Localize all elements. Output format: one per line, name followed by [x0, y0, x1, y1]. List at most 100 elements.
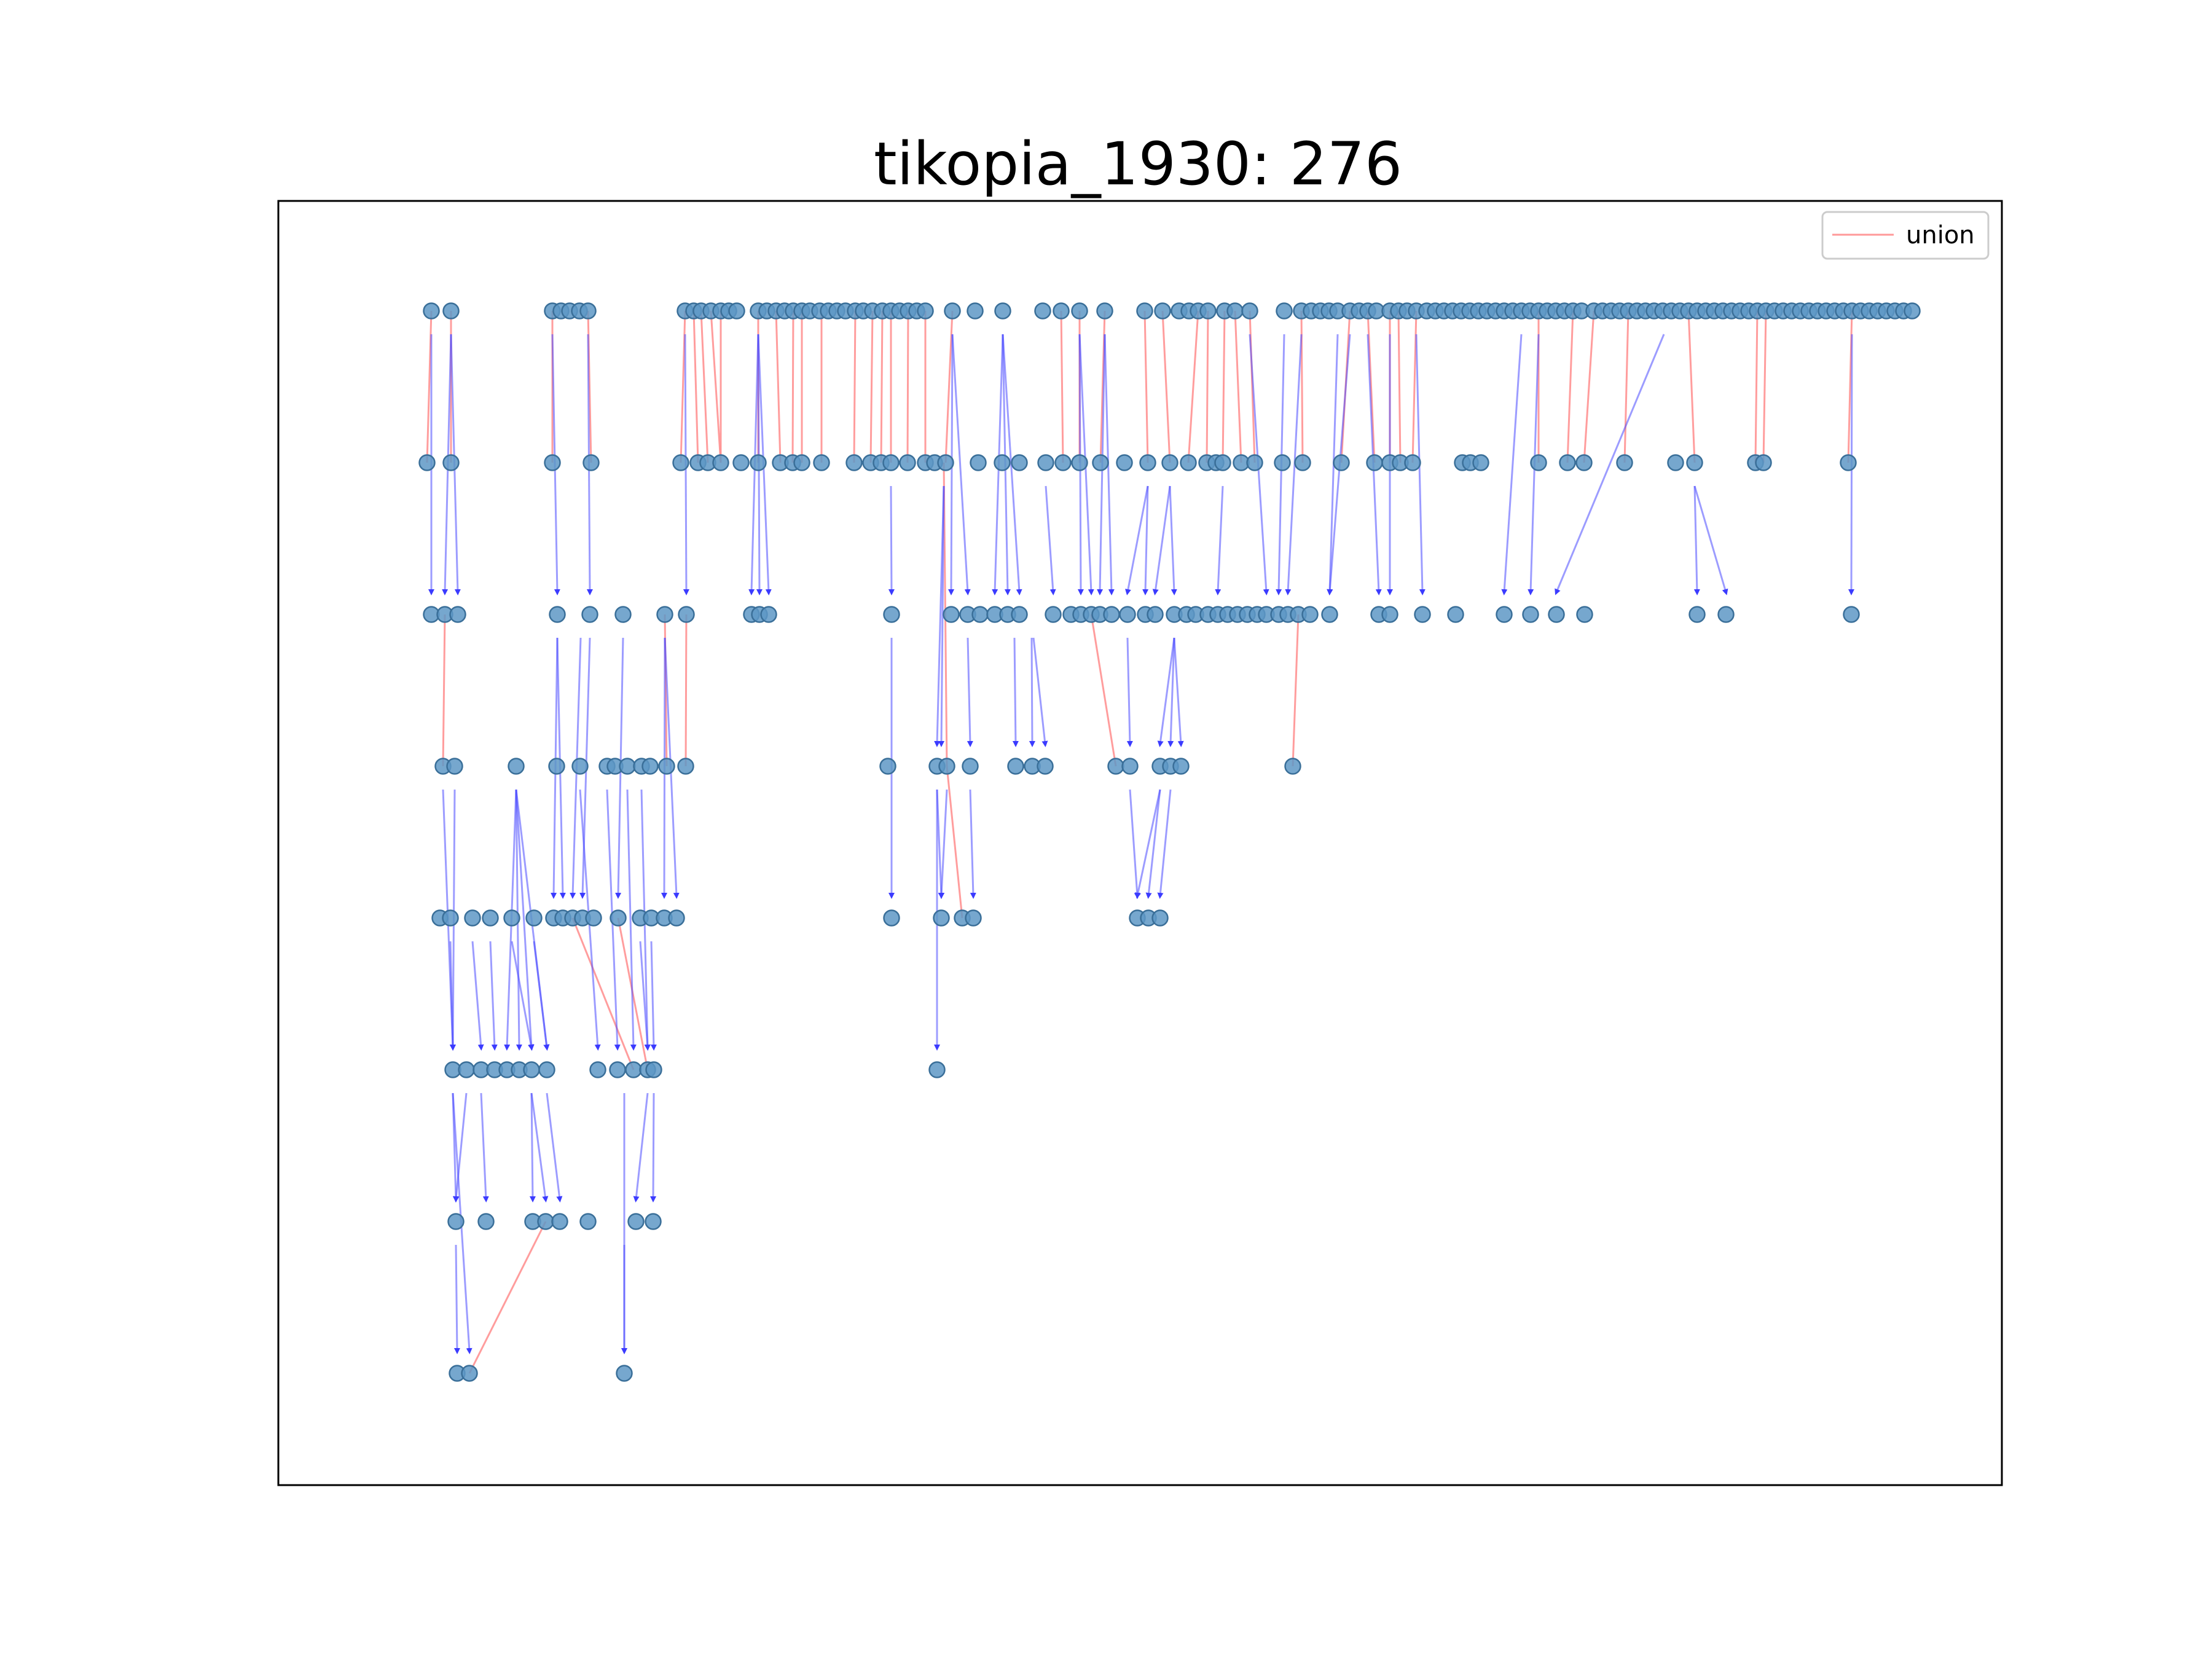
union-edge [1300, 310, 1304, 463]
union-edge [571, 917, 635, 1070]
parent-edge [489, 941, 498, 1051]
parent-edge [626, 789, 637, 1051]
person-node [548, 758, 565, 775]
parent-edge [1126, 637, 1133, 747]
person-node [879, 758, 896, 775]
person-node [882, 454, 900, 471]
parent-edge [453, 1244, 460, 1354]
person-node [1274, 454, 1291, 471]
person-node [1103, 606, 1120, 623]
person-node [672, 454, 689, 471]
person-node [1180, 454, 1197, 471]
legend-box [1821, 211, 1990, 260]
person-node [571, 758, 589, 775]
person-node [1301, 606, 1319, 623]
union-edge [710, 310, 722, 463]
person-node [1530, 454, 1547, 471]
person-node [712, 454, 729, 471]
person-node [619, 758, 636, 775]
person-node [1147, 606, 1164, 623]
person-node [1472, 454, 1489, 471]
person-node [677, 758, 694, 775]
parent-edge [1555, 334, 1665, 595]
chart-title: tikopia_1930: 276 [874, 130, 1402, 198]
parent-edge [1215, 485, 1224, 595]
person-node [1321, 606, 1338, 623]
person-node [579, 1213, 597, 1230]
parent-edge [511, 941, 535, 1051]
person-node [658, 758, 675, 775]
parent-edge [650, 1092, 657, 1202]
parent-edge [1012, 637, 1019, 747]
parent-edge [1501, 334, 1523, 595]
person-node [1034, 302, 1051, 320]
union-edge [692, 310, 699, 463]
person-node [616, 1365, 633, 1382]
person-node [967, 302, 984, 320]
person-node [1276, 302, 1293, 320]
person-node [446, 758, 463, 775]
person-node [1246, 454, 1263, 471]
person-node [442, 302, 460, 320]
person-node [1717, 606, 1735, 623]
person-node [1121, 758, 1139, 775]
person-node [585, 909, 602, 927]
person-node [1404, 454, 1421, 471]
person-node [1037, 758, 1054, 775]
person-node [883, 606, 900, 623]
person-node [614, 606, 632, 623]
parent-edge [1157, 637, 1175, 747]
person-node [1575, 454, 1593, 471]
person-node [793, 454, 810, 471]
plot-area [277, 200, 2003, 1486]
person-node [928, 1061, 946, 1078]
person-node [627, 1213, 645, 1230]
person-node [933, 909, 950, 927]
parent-edge [1693, 485, 1728, 595]
union-edge [1161, 310, 1171, 463]
person-node [1011, 454, 1028, 471]
person-node [813, 454, 830, 471]
parent-edge [530, 1092, 549, 1202]
union-edge [468, 1221, 547, 1374]
person-node [1366, 454, 1383, 471]
person-node [461, 1365, 478, 1382]
union-edge [1222, 310, 1226, 463]
union-edge [1090, 614, 1117, 767]
person-node [845, 454, 863, 471]
person-node [1161, 454, 1179, 471]
person-node [449, 606, 466, 623]
union-edge [1754, 310, 1759, 463]
person-node [750, 454, 767, 471]
person-node [1904, 302, 1921, 320]
person-node [477, 1213, 495, 1230]
person-node [1151, 909, 1169, 927]
parent-edge [639, 941, 651, 1051]
person-node [1092, 454, 1109, 471]
person-node [1241, 302, 1258, 320]
person-node [1071, 302, 1088, 320]
person-node [464, 909, 481, 927]
person-node [1284, 758, 1301, 775]
person-node [609, 1061, 626, 1078]
person-node [645, 1213, 662, 1230]
person-node [1136, 302, 1153, 320]
person-node [994, 454, 1011, 471]
parent-edge [1145, 789, 1161, 899]
union-edge [1060, 310, 1064, 463]
union-edge [853, 310, 857, 463]
person-node [523, 1061, 540, 1078]
parent-edge [449, 941, 456, 1051]
parent-edge [969, 789, 976, 899]
parent-edge [938, 789, 948, 899]
person-node [1071, 454, 1088, 471]
union-edge [880, 310, 884, 463]
union-edge [1583, 310, 1595, 463]
person-node [1214, 454, 1231, 471]
person-node [482, 909, 499, 927]
parent-edge [529, 1092, 536, 1202]
legend: union [1821, 211, 1990, 260]
parent-edge [1135, 789, 1161, 899]
person-node [1172, 758, 1190, 775]
